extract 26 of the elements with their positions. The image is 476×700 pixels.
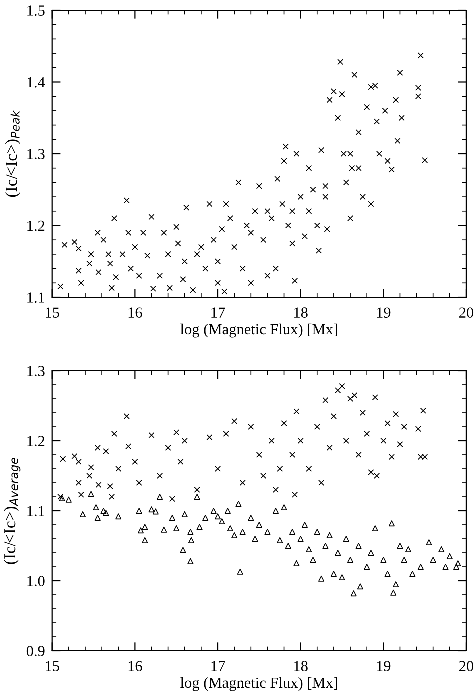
y-axis-title: (Ic/<Ic>)$_{Average}$ xyxy=(4,458,21,564)
y-tick-label: 0.9 xyxy=(26,646,45,657)
x-tick-label: 20 xyxy=(460,308,474,318)
y-tick-label: 1.4 xyxy=(28,77,46,88)
x-tick-label: 20 xyxy=(460,661,474,672)
x-tick-label: 19 xyxy=(377,308,391,318)
x-tick-label: 17 xyxy=(212,661,226,672)
y-axis-title: (Ic/<Ic>)$_{Peak}$ xyxy=(5,110,21,198)
x-tick-label: 15 xyxy=(46,661,60,672)
y-tick-label: 1.1 xyxy=(28,506,44,517)
y-tick-label: 1.2 xyxy=(28,220,45,232)
x-axis-title: log (Magnetic Flux) [Mx] xyxy=(180,324,338,338)
y-tick-label: 1.3 xyxy=(28,149,45,160)
y-tick-label: 1.5 xyxy=(28,6,45,16)
x-tick-label: 18 xyxy=(294,661,308,672)
x-tick-label: 15 xyxy=(46,308,60,318)
y-tick-label: 1.2 xyxy=(28,436,45,447)
x-tick-label: 16 xyxy=(128,308,142,318)
y-tick-label: 1.1 xyxy=(28,292,44,304)
y-tick-label: 1.3 xyxy=(28,366,45,377)
x-tick-label: 17 xyxy=(212,308,226,318)
x-tick-label: 18 xyxy=(294,308,308,318)
y-tick-label: 1.0 xyxy=(28,576,45,587)
x-tick-label: 19 xyxy=(377,661,391,672)
x-tick-label: 16 xyxy=(128,661,142,672)
x-axis-title: log (Magnetic Flux) [Mx] xyxy=(180,677,338,692)
